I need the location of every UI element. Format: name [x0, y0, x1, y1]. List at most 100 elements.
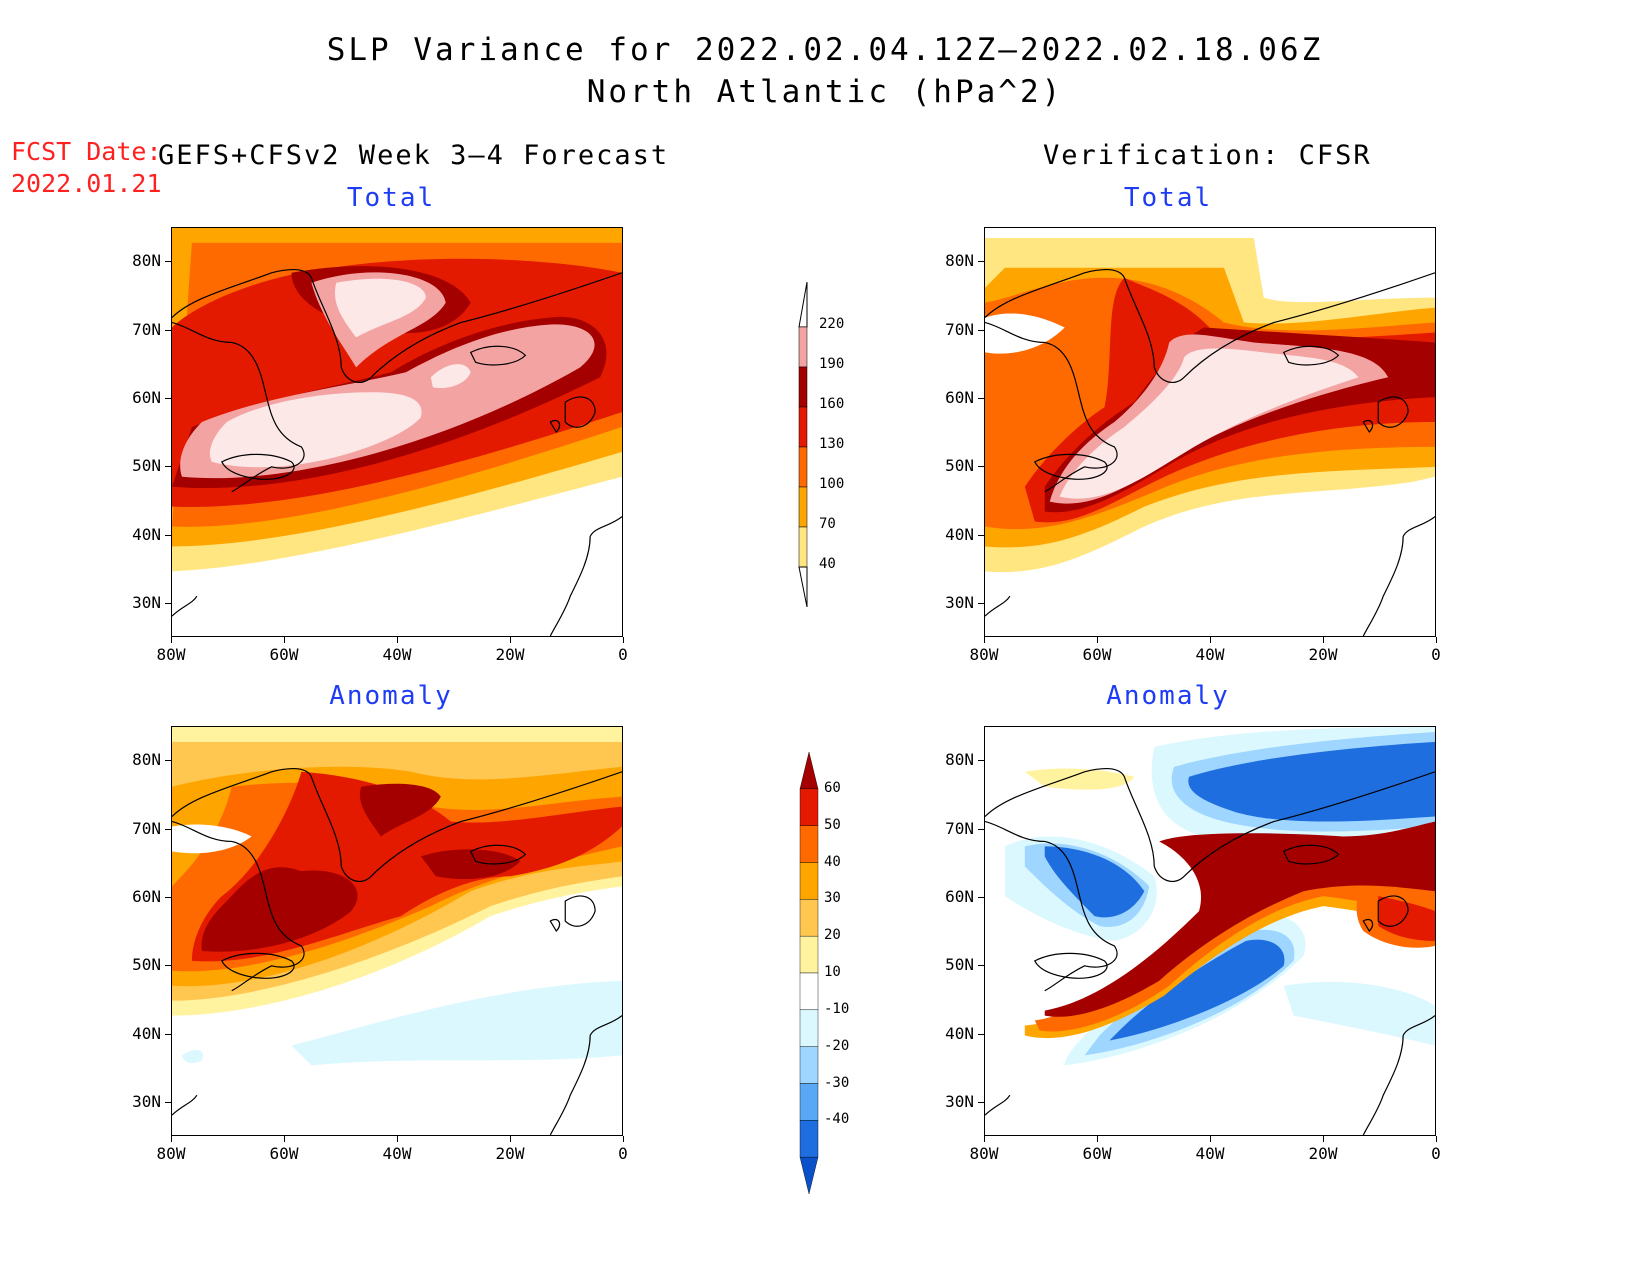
forecast-total-lon-label: 60W: [269, 645, 299, 664]
colorbar-anomaly-level: -30: [824, 1074, 850, 1091]
colorbar-total-level: 40: [819, 556, 836, 572]
colorbar-total-top-cap: [798, 282, 808, 328]
verification-anomaly-lon-label: 60W: [1082, 1144, 1112, 1163]
forecast-anomaly-lat-label: 70N: [132, 818, 161, 838]
forecast-anomaly-lat-label: 60N: [132, 886, 161, 906]
colorbar-anomaly-level: -20: [824, 1037, 850, 1054]
forecast-total-lon-tick: [171, 637, 172, 643]
colorbar-anomaly-segment: [799, 862, 819, 900]
forecast-anomaly-lon-label: 0: [618, 1144, 628, 1163]
verification-anomaly-lat-label: 30N: [945, 1091, 974, 1111]
verification-anomaly-lon-label: 80W: [969, 1144, 999, 1163]
map-verification-total: [984, 227, 1436, 637]
verification-anomaly-lat-label: 70N: [945, 818, 974, 838]
forecast-total-lat-tick: [165, 261, 171, 263]
forecast-column-title: GEFS+CFSv2 Week 3–4 Forecast: [158, 140, 670, 171]
forecast-anomaly-lon-label: 40W: [382, 1144, 412, 1163]
forecast-anomaly-lat-tick: [165, 896, 171, 898]
colorbar-total-level: 160: [819, 396, 845, 412]
colorbar-anomaly-level: 10: [824, 964, 841, 980]
forecast-total-lat-label: 30N: [132, 592, 161, 612]
colorbar-total-segment: [798, 406, 808, 448]
colorbar-anomaly-segment: [799, 1009, 819, 1047]
verification-total-lat-tick: [978, 602, 984, 604]
forecast-date: FCST Date: 2022.01.21: [11, 136, 162, 200]
colorbar-anomaly-level: 60: [824, 779, 841, 796]
forecast-anomaly-lon-tick: [510, 1136, 511, 1142]
verification-anomaly-lat-tick: [978, 1101, 984, 1103]
verification-anomaly-lat-tick: [978, 1033, 984, 1035]
colorbar-total-level: 70: [819, 516, 836, 532]
colorbar-total-level: 100: [819, 476, 845, 492]
colorbar-anomaly-level: 20: [824, 927, 841, 944]
colorbar-anomaly-level: 30: [824, 890, 841, 907]
forecast-total-title: Total: [346, 183, 436, 213]
colorbar-total-bottom-cap: [798, 566, 808, 607]
verification-total-lon-label: 80W: [969, 645, 999, 664]
forecast-anomaly-lon-tick: [397, 1136, 398, 1142]
forecast-anomaly-lon-tick: [623, 1136, 624, 1142]
forecast-anomaly-lat-tick: [165, 828, 171, 830]
forecast-total-lat-label: 70N: [132, 319, 161, 339]
map-forecast-anomaly: [171, 726, 623, 1136]
forecast-anomaly-lat-tick: [165, 1033, 171, 1035]
verification-total-lat-label: 50N: [945, 456, 974, 476]
map-forecast-total: [171, 227, 623, 637]
verification-anomaly-lon-tick: [1097, 1136, 1098, 1142]
forecast-total-lon-label: 80W: [156, 645, 186, 664]
verification-total-lat-label: 70N: [945, 319, 974, 339]
colorbar-total-segment: [798, 486, 808, 528]
forecast-total-lon-label: 20W: [495, 645, 525, 664]
verification-total-lon-tick: [1323, 637, 1324, 643]
chart-title-line2: North Atlantic (hPa^2): [586, 74, 1064, 110]
forecast-total-lat-label: 50N: [132, 456, 161, 476]
forecast-total-lon-tick: [397, 637, 398, 643]
verification-anomaly-lat-tick: [978, 896, 984, 898]
verification-anomaly-title: Anomaly: [1106, 681, 1230, 711]
colorbar-anomaly-segment: [799, 899, 819, 937]
verification-anomaly-lat-tick: [978, 760, 984, 762]
colorbar-anomaly-level: -10: [824, 1000, 850, 1017]
forecast-anomaly-lon-tick: [284, 1136, 285, 1142]
colorbar-total-level: 220: [819, 316, 845, 332]
forecast-total-lat-tick: [165, 534, 171, 536]
map-verification-anomaly: [984, 726, 1436, 1136]
verification-anomaly-lon-tick: [984, 1136, 985, 1142]
verification-total-lat-tick: [978, 397, 984, 399]
colorbar-anomaly-segment: [799, 1083, 819, 1121]
verification-total-lat-label: 80N: [945, 251, 974, 271]
verification-total-lon-tick: [1210, 637, 1211, 643]
forecast-anomaly-lat-label: 30N: [132, 1091, 161, 1111]
forecast-anomaly-lat-tick: [165, 1101, 171, 1103]
verification-anomaly-lat-label: 40N: [945, 1023, 974, 1043]
verification-total-lon-label: 20W: [1308, 645, 1338, 664]
forecast-total-lon-tick: [623, 637, 624, 643]
colorbar-total-segment: [798, 446, 808, 488]
colorbar-anomaly-segment: [799, 972, 819, 1011]
forecast-total-lon-label: 0: [618, 645, 628, 664]
forecast-total-lon-label: 40W: [382, 645, 412, 664]
forecast-total-lat-label: 60N: [132, 387, 161, 407]
colorbar-anomaly-level: -40: [824, 1111, 850, 1128]
forecast-date-label: FCST Date:: [11, 137, 162, 166]
verification-total-lat-tick: [978, 466, 984, 468]
verification-total-lat-tick: [978, 534, 984, 536]
verification-total-lat-tick: [978, 261, 984, 263]
verification-total-title: Total: [1123, 183, 1213, 213]
colorbar-total-segment: [798, 526, 808, 568]
forecast-anomaly-lat-label: 50N: [132, 955, 161, 975]
colorbar-anomaly-segment: [799, 788, 819, 826]
colorbar-anomaly-segment: [799, 1046, 819, 1084]
verification-total-lat-label: 60N: [945, 387, 974, 407]
verification-anomaly-lon-label: 40W: [1195, 1144, 1225, 1163]
forecast-total-lon-tick: [284, 637, 285, 643]
verification-anomaly-lon-label: 0: [1431, 1144, 1441, 1163]
forecast-anomaly-lon-label: 60W: [269, 1144, 299, 1163]
verification-anomaly-lon-tick: [1436, 1136, 1437, 1142]
colorbar-anomaly-level: 40: [824, 853, 841, 870]
forecast-anomaly-lon-tick: [171, 1136, 172, 1142]
verification-total-lon-label: 60W: [1082, 645, 1112, 664]
verification-anomaly-lon-tick: [1323, 1136, 1324, 1142]
colorbar-anomaly-segment: [799, 1120, 819, 1158]
verification-total-lon-tick: [1097, 637, 1098, 643]
